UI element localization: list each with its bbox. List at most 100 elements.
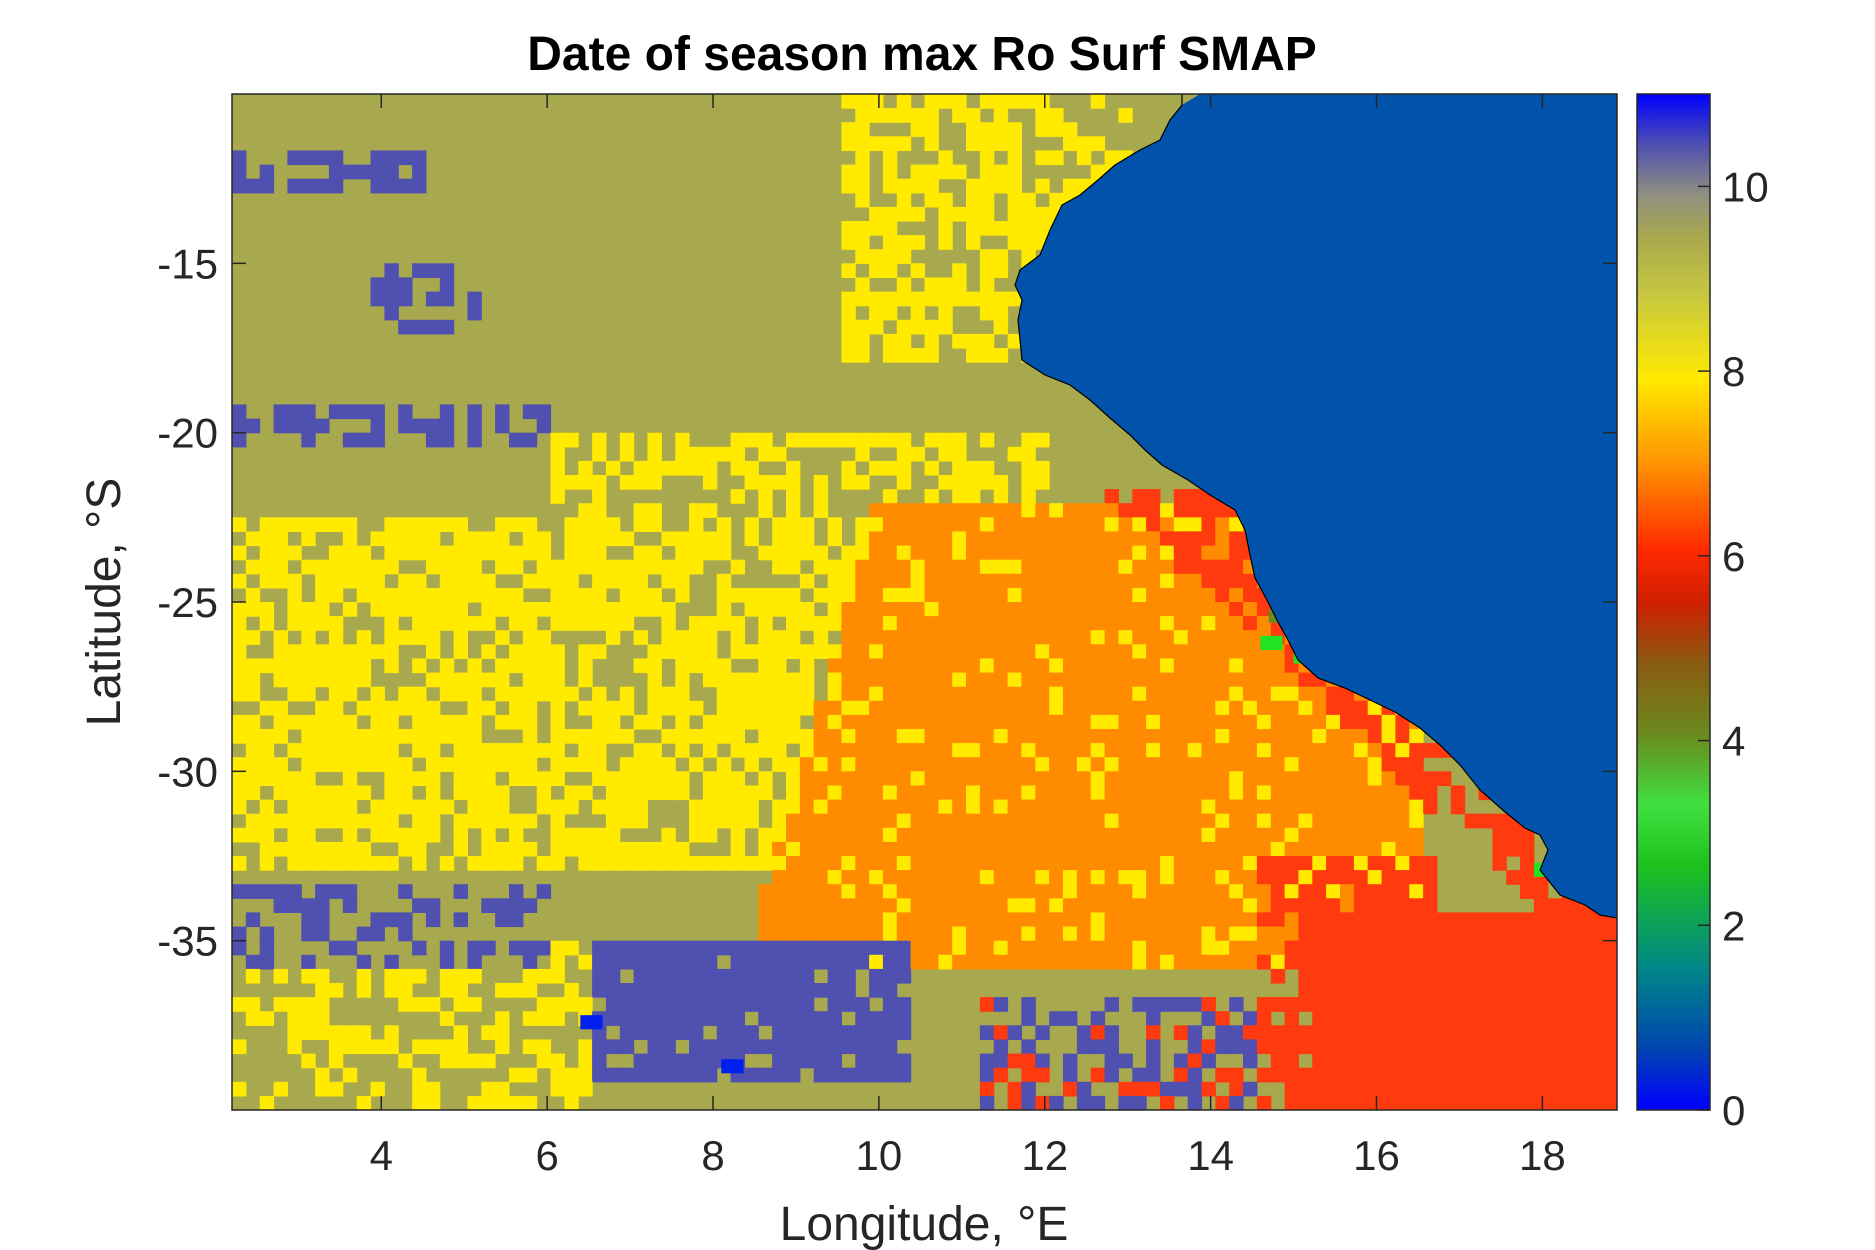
heatmap-cell	[979, 150, 995, 166]
heatmap-cell	[730, 813, 745, 829]
heatmap-cell	[966, 602, 981, 617]
heatmap-cell	[536, 672, 552, 688]
heatmap-cell	[1187, 912, 1203, 928]
heatmap-cell	[384, 263, 399, 278]
heatmap-cell	[730, 672, 745, 688]
heatmap-cell	[412, 545, 427, 561]
heatmap-cell	[1173, 630, 1189, 645]
heatmap-cell	[716, 813, 732, 829]
heatmap-cell	[702, 799, 718, 815]
heatmap-cell	[1215, 827, 1230, 843]
heatmap-cell	[1589, 926, 1604, 942]
heatmap-cell	[910, 729, 925, 744]
heatmap-cell	[966, 813, 981, 829]
heatmap-cell	[1243, 884, 1258, 899]
y-tick-label: -35	[157, 918, 218, 965]
heatmap-cell	[398, 418, 413, 434]
heatmap-cell	[993, 616, 1009, 631]
heatmap-cell	[855, 700, 870, 716]
heatmap-cell	[453, 912, 468, 928]
heatmap-cell	[716, 672, 732, 688]
heatmap-cell	[1076, 531, 1092, 547]
heatmap-cell	[979, 658, 995, 674]
heatmap-cell	[924, 898, 939, 913]
heatmap-cell	[1340, 714, 1355, 730]
heatmap-cell	[467, 997, 482, 1012]
heatmap-cell	[675, 997, 690, 1012]
heatmap-cell	[1063, 630, 1078, 645]
heatmap-cell	[467, 305, 482, 321]
heatmap-cell	[1215, 1011, 1230, 1026]
heatmap-cell	[1007, 1025, 1022, 1040]
heatmap-cell	[647, 644, 662, 659]
heatmap-cell	[259, 658, 275, 674]
heatmap-cell	[1173, 771, 1189, 786]
heatmap-cell	[993, 319, 1009, 335]
heatmap-cell	[1312, 1053, 1327, 1069]
heatmap-cell	[259, 841, 275, 857]
heatmap-cell	[301, 418, 316, 434]
heatmap-cell	[689, 644, 704, 659]
heatmap-cell	[716, 700, 732, 716]
heatmap-cell	[232, 672, 247, 688]
heatmap-cell	[841, 968, 856, 984]
heatmap-cell	[841, 884, 856, 899]
heatmap-cell	[1215, 573, 1230, 589]
heatmap-cell	[619, 841, 635, 857]
heatmap-cell	[384, 531, 399, 547]
heatmap-cell	[1464, 1039, 1480, 1055]
heatmap-cell	[1021, 743, 1036, 758]
heatmap-cell	[1284, 926, 1299, 942]
heatmap-cell	[869, 912, 884, 928]
heatmap-cell	[689, 630, 704, 645]
heatmap-cell	[1229, 884, 1244, 899]
heatmap-cell	[855, 1039, 870, 1055]
heatmap-cell	[245, 714, 261, 730]
heatmap-cell	[730, 432, 745, 448]
heatmap-cell	[273, 404, 288, 420]
heatmap-cell	[910, 305, 925, 321]
heatmap-cell	[924, 658, 939, 674]
heatmap-cell	[1298, 997, 1313, 1012]
heatmap-cell	[245, 757, 261, 772]
heatmap-cell	[425, 771, 441, 786]
heatmap-cell	[647, 1053, 662, 1069]
heatmap-cell	[647, 743, 662, 758]
heatmap-cell	[758, 700, 773, 716]
heatmap-cell	[1007, 841, 1022, 857]
heatmap-cell	[412, 658, 427, 674]
heatmap-cell	[1035, 122, 1050, 137]
heatmap-cell	[633, 785, 648, 801]
heatmap-cell	[439, 983, 455, 998]
heatmap-cell	[1104, 714, 1119, 730]
heatmap-cell	[425, 1039, 441, 1055]
heatmap-cell	[1132, 1067, 1147, 1083]
heatmap-cell	[1132, 644, 1147, 659]
heatmap-cell	[1035, 1025, 1050, 1040]
heatmap-cell	[758, 926, 773, 942]
heatmap-cell	[1104, 743, 1119, 758]
heatmap-cell	[1146, 1011, 1161, 1026]
heatmap-cell	[273, 841, 288, 857]
heatmap-cell	[1132, 545, 1147, 561]
heatmap-cell	[1035, 94, 1050, 109]
heatmap-cell	[1035, 686, 1050, 702]
heatmap-cell	[1381, 954, 1396, 970]
heatmap-cell	[772, 954, 787, 970]
heatmap-cell	[799, 884, 815, 899]
heatmap-cell	[1409, 884, 1424, 899]
heatmap-cell	[1561, 954, 1576, 970]
heatmap-cell	[1284, 729, 1299, 744]
heatmap-cell	[702, 1039, 718, 1055]
heatmap-cell	[287, 785, 302, 801]
heatmap-cell	[356, 785, 372, 801]
heatmap-cell	[287, 517, 302, 532]
heatmap-cell	[979, 785, 995, 801]
heatmap-cell	[1104, 658, 1119, 674]
heatmap-cell	[1132, 799, 1147, 815]
heatmap-cell	[398, 926, 413, 942]
heatmap-cell	[287, 545, 302, 561]
heatmap-cell	[605, 559, 621, 575]
heatmap-cell	[1603, 926, 1617, 942]
heatmap-cell	[661, 856, 676, 871]
